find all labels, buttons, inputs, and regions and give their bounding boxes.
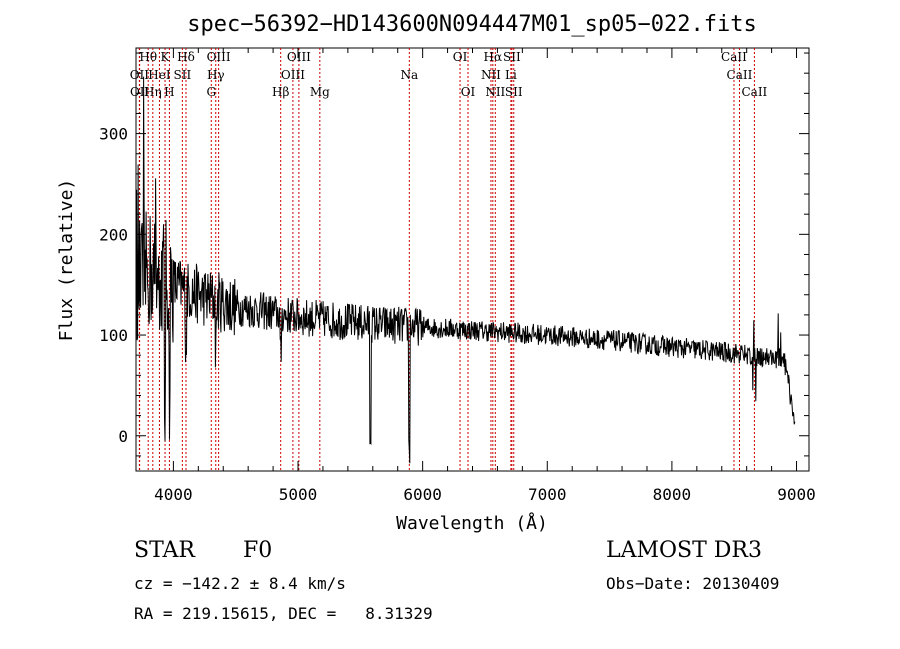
y-tick-label-300: 300	[99, 125, 128, 144]
line-marker-label-13: OIII	[281, 68, 305, 82]
x-tick-label-7000: 7000	[528, 485, 567, 504]
line-markers	[138, 48, 755, 471]
chart-title: spec−56392−HD143600N094447M01_sp05−022.f…	[187, 12, 757, 37]
line-marker-label-2: Hδ	[177, 50, 195, 64]
line-marker-label-7: SII	[503, 50, 521, 64]
redshift-value: cz = −142.2 ± 8.4 km/s	[134, 574, 346, 593]
line-marker-label-16: Li	[505, 68, 517, 82]
y-axis-ticks: 0 100 200 300	[99, 52, 809, 457]
line-marker-label-26: SII	[505, 85, 523, 99]
line-marker-label-12: Hγ	[207, 68, 225, 82]
x-axis-ticks: 4000 5000 6000 7000 8000 9000	[154, 48, 816, 504]
line-marker-label-25: NII	[485, 85, 505, 99]
line-marker-label-4: OIII	[287, 50, 311, 64]
line-marker-label-5: OI	[453, 50, 468, 64]
y-tick-label-0: 0	[118, 427, 128, 446]
line-marker-label-1: K	[161, 50, 171, 64]
x-tick-label-4000: 4000	[154, 485, 193, 504]
line-marker-label-24: OI	[461, 85, 476, 99]
object-subclass: F0	[243, 538, 273, 563]
spectrum-line	[136, 76, 796, 464]
line-marker-label-6: Hα	[484, 50, 503, 64]
y-tick-label-100: 100	[99, 326, 128, 345]
line-marker-label-3: OIII	[207, 50, 231, 64]
line-marker-label-8: CaII	[721, 50, 747, 64]
line-marker-label-15: NII	[481, 68, 501, 82]
line-marker-label-20: H	[164, 85, 174, 99]
line-marker-label-17: CaII	[727, 68, 753, 82]
coordinates: RA = 219.15615, DEC = 8.31329	[134, 604, 433, 623]
line-marker-label-23: Mg	[310, 85, 330, 99]
line-marker-label-14: Na	[400, 68, 418, 82]
x-tick-label-8000: 8000	[653, 485, 692, 504]
line-marker-label-21: G	[206, 85, 216, 99]
line-marker-label-0: Hθ	[139, 50, 157, 64]
plot-frame	[135, 47, 810, 472]
line-marker-label-18: OII	[130, 85, 150, 99]
line-marker-label-10: HeI	[148, 68, 171, 82]
line-marker-label-27: CaII	[741, 85, 767, 99]
y-axis-label: Flux (relative)	[56, 179, 77, 342]
observation-date: Obs−Date: 20130409	[606, 574, 780, 593]
x-tick-label-5000: 5000	[279, 485, 318, 504]
x-axis-label: Wavelength (Å)	[396, 512, 548, 534]
y-tick-label-200: 200	[99, 225, 128, 244]
line-marker-label-11: SII	[174, 68, 192, 82]
object-class: STAR	[134, 538, 195, 563]
survey-name: LAMOST DR3	[606, 538, 762, 563]
line-marker-label-22: Hβ	[272, 85, 289, 99]
x-tick-label-9000: 9000	[777, 485, 816, 504]
spectrum-chart: spec−56392−HD143600N094447M01_sp05−022.f…	[56, 12, 816, 534]
x-tick-label-6000: 6000	[403, 485, 442, 504]
line-marker-label-19: Hη	[144, 85, 162, 99]
line-marker-label-9: OII	[130, 68, 150, 82]
